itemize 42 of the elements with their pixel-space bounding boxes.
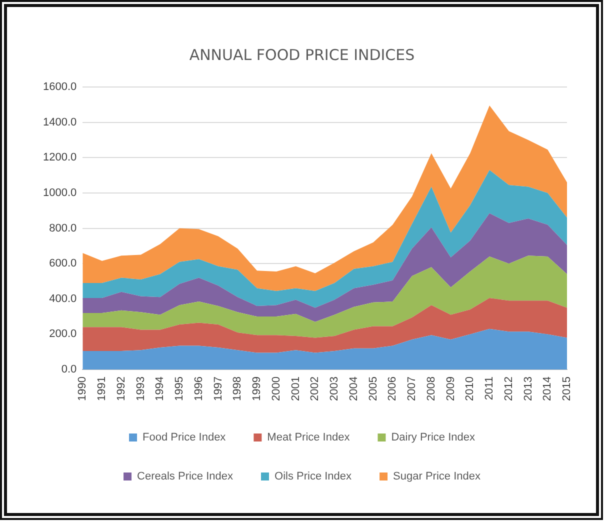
y-tick-label: 200.0 <box>49 328 77 340</box>
x-tick-label: 1999 <box>251 376 264 402</box>
x-tick-label: 1997 <box>212 376 224 402</box>
x-tick-label: 2002 <box>309 376 322 402</box>
y-tick-label: 0.0 <box>61 364 77 376</box>
x-tick-label: 1993 <box>134 376 147 402</box>
x-tick-label: 2004 <box>348 376 360 402</box>
y-tick-label: 600.0 <box>49 258 77 270</box>
legend-label: Dairy Price Index <box>391 432 476 444</box>
x-tick-label: 2011 <box>484 376 496 400</box>
x-tick-label: 1990 <box>76 376 89 402</box>
x-tick-label: 2006 <box>386 376 399 402</box>
x-tick-label: 2009 <box>444 376 457 402</box>
y-tick-label: 800.0 <box>49 222 77 234</box>
x-tick-label: 2012 <box>502 376 515 402</box>
x-tick-label: 1992 <box>115 376 128 402</box>
x-tick-label: 2010 <box>464 376 476 402</box>
legend-label: Oils Price Index <box>274 470 352 483</box>
legend-label: Sugar Price Index <box>393 470 481 483</box>
x-tick-label: 2014 <box>542 376 554 402</box>
y-tick-label: 400.0 <box>49 292 77 305</box>
y-tick-label: 1400.0 <box>42 116 77 128</box>
y-tick-label: 1600.0 <box>42 81 77 94</box>
legend-label: Cereals Price Index <box>137 470 234 483</box>
x-tick-label: 2015 <box>561 376 574 402</box>
x-tick-label: 1994 <box>154 376 166 402</box>
x-tick-label: 2008 <box>425 376 438 402</box>
x-tick-label: 2005 <box>367 376 380 402</box>
x-tick-label: 1995 <box>174 376 186 402</box>
chart-title: ANNUAL FOOD PRICE INDICES <box>189 46 415 64</box>
x-tick-label: 1996 <box>192 376 205 402</box>
y-tick-label: 1200.0 <box>42 152 77 164</box>
x-tick-label: 2001 <box>290 376 302 402</box>
x-tick-label: 2003 <box>328 376 341 402</box>
x-tick-label: 1998 <box>232 376 244 402</box>
legend-label: Meat Price Index <box>267 432 350 444</box>
x-tick-label: 2007 <box>406 376 418 402</box>
x-tick-label: 2013 <box>522 376 534 402</box>
y-tick-label: 1000.0 <box>42 186 77 199</box>
legend-label: Food Price Index <box>142 432 226 444</box>
x-tick-label: 2000 <box>270 376 282 402</box>
x-tick-label: 1991 <box>96 376 108 402</box>
